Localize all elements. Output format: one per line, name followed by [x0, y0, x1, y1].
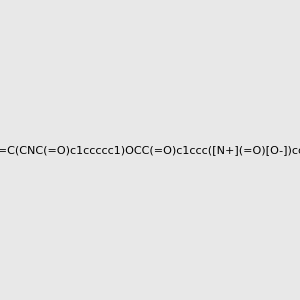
- Text: O=C(CNC(=O)c1ccccc1)OCC(=O)c1ccc([N+](=O)[O-])cc1: O=C(CNC(=O)c1ccccc1)OCC(=O)c1ccc([N+](=O…: [0, 145, 300, 155]
